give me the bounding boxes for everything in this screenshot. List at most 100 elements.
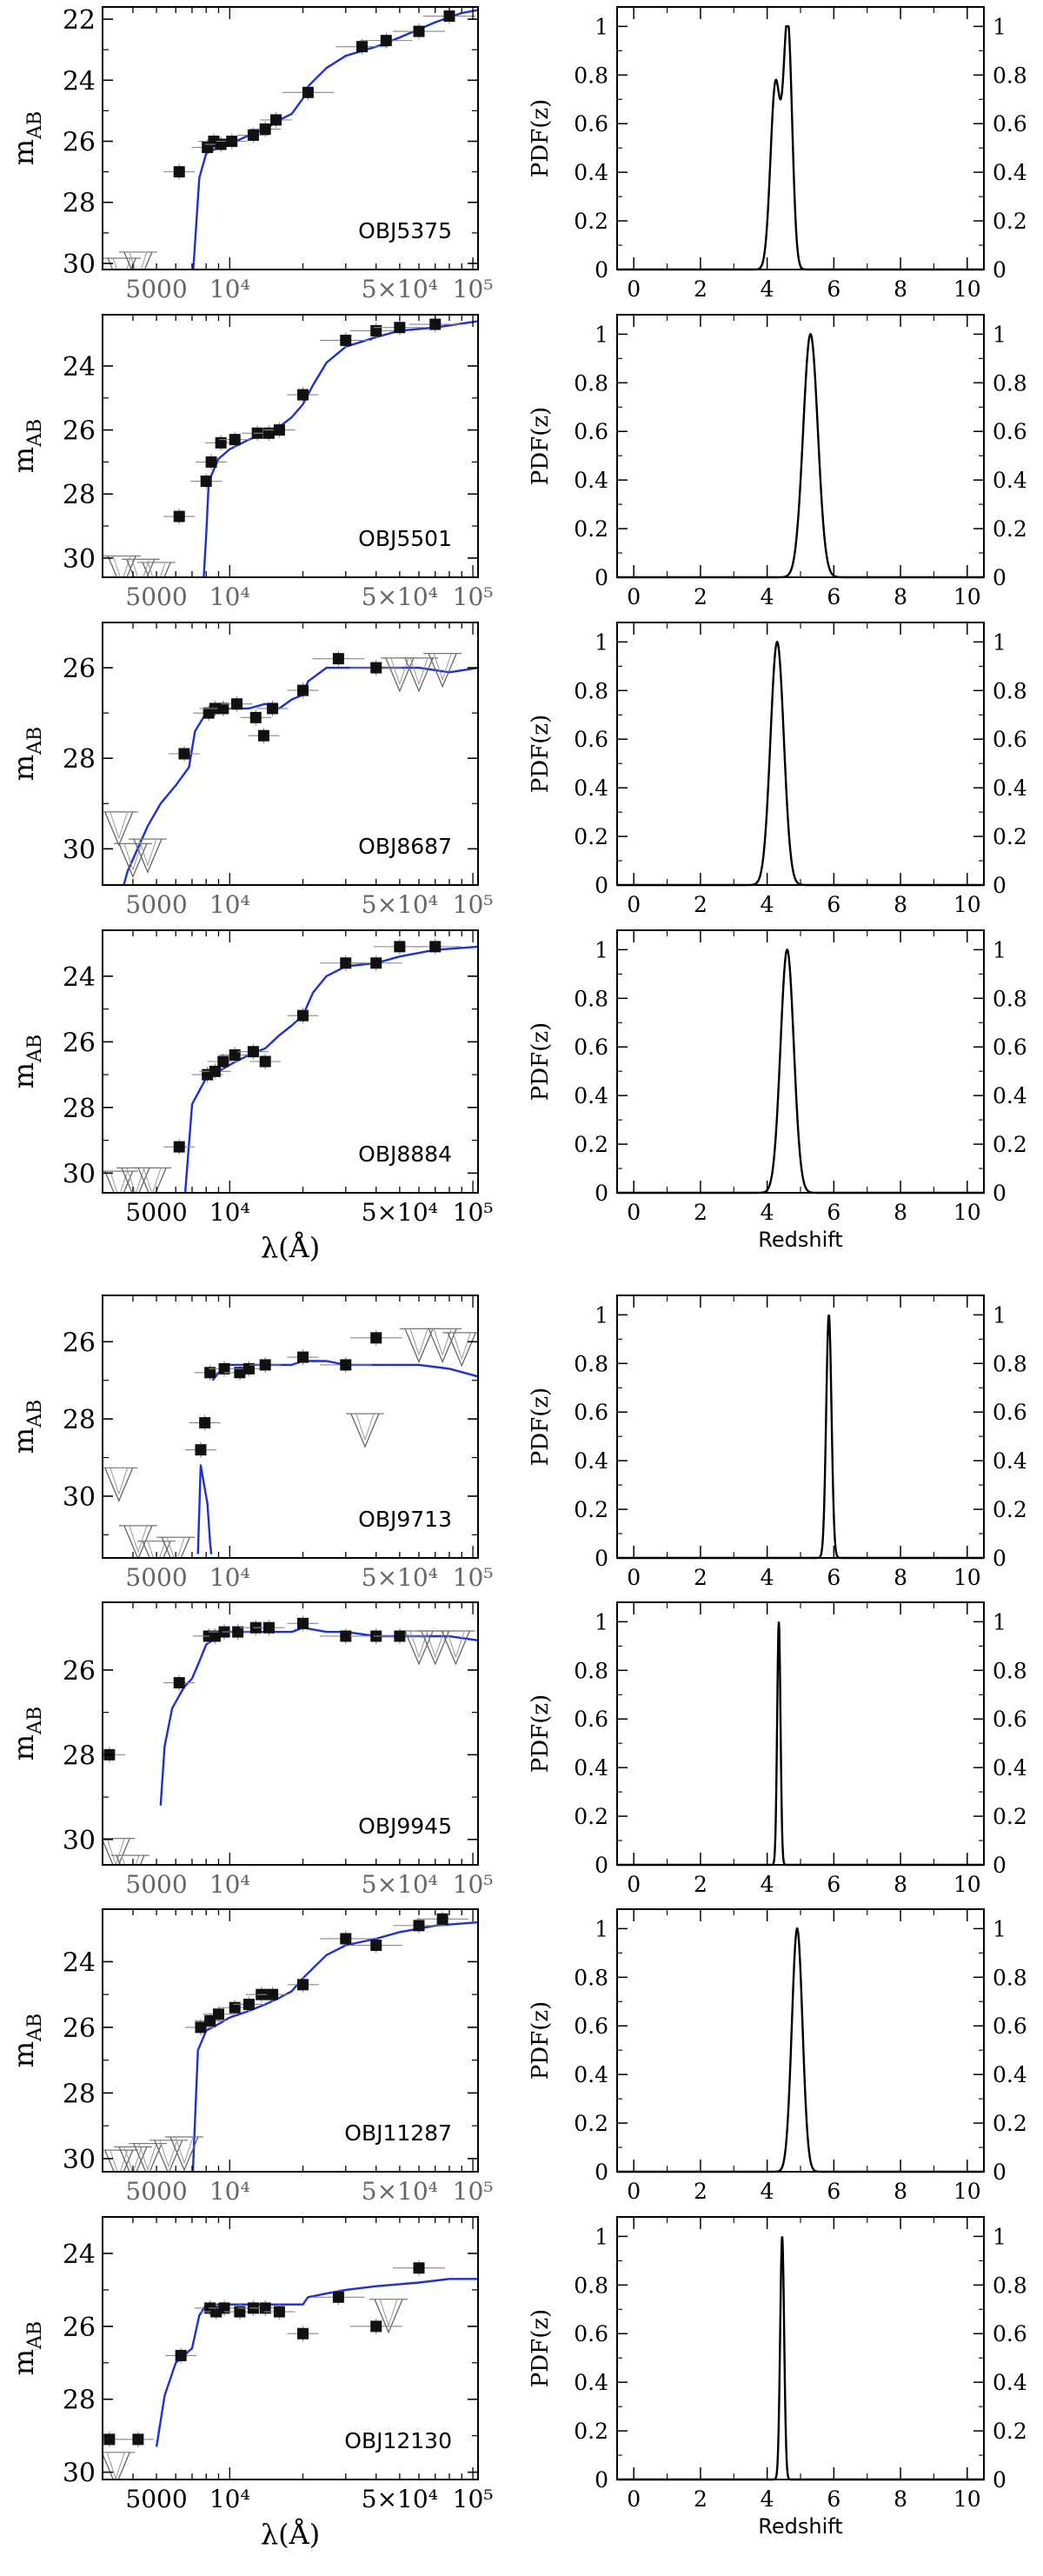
y-tick-label: 26 [63,1328,96,1358]
object-label: OBJ12130 [344,2428,452,2453]
x-tick-label: 4 [761,276,774,302]
y-tick-label-right: 0.4 [993,1083,1027,1108]
y-tick-label-left: 0.4 [574,160,608,185]
x-tick-label: 10 [953,1872,981,1897]
y-tick-label-left: 1 [595,1916,608,1941]
y-tick-label-right: 1 [993,1302,1006,1328]
pdf-curve [617,1315,984,1560]
y-tick-label: 30 [63,1159,96,1189]
x-tick-label: 4 [761,892,774,917]
x-tick-label: 10⁴ [209,2485,250,2513]
ylabel-sub: AB [24,111,46,140]
x-tick-label: 10⁴ [209,582,250,611]
upper-limit-marker [345,1413,384,1448]
y-tick-label-left: 0.6 [574,1400,608,1425]
upper-limit-marker [149,2140,188,2172]
photometry-point [194,1364,226,1381]
x-tick-label: 10⁵ [453,1198,494,1227]
upper-limit-marker [156,1536,196,1558]
pdf-frame [616,622,985,886]
x-tick-label: 2 [694,2179,708,2204]
sed-plot-area [103,1328,478,1558]
ylabel-main: m [7,447,40,473]
y-tick-label-left: 0.6 [574,1707,608,1732]
ylabel-sub: AB [24,2321,46,2350]
y-tick-label-right: 0.4 [993,1755,1027,1781]
y-tick-label-left: 0.6 [574,2014,608,2039]
y-tick-label-right: 0.2 [993,824,1027,849]
pdf-panel-obj11287: 0 00.2 0.20.4 0.40.6 0.60.8 0.81 10 2 4 6 8 10PDF(z… [528,1908,1027,2204]
x-tick-label: 4 [761,1565,774,1590]
photometry-point [168,746,200,762]
x-tick-label: 5×10⁴ [362,1870,438,1899]
object-label: OBJ9713 [358,1507,452,1532]
y-tick-label-left: 0.4 [574,1755,608,1781]
pdf-curve [617,332,984,579]
photometry-point [184,2019,216,2035]
y-tick-label-right: 0.6 [993,2321,1027,2346]
ylabel-sub: AB [24,2014,46,2042]
y-tick-label-right: 0.2 [993,1497,1027,1522]
photometry-point [221,696,253,712]
ylabel-sub: AB [24,1035,46,1063]
x-tick-label: 6 [827,1565,840,1590]
photometry-point [196,454,228,470]
y-tick-label-left: 0.2 [574,1132,608,1157]
x-tick-label: 10⁵ [453,2177,494,2206]
x-tick-label: 5000 [125,275,187,303]
y-tick-label: 24 [63,1947,96,1978]
pdf-x-axis-label: Redshift [758,1228,842,1252]
y-tick-label-right: 1 [993,2224,1006,2249]
y-tick-label: 30 [63,544,96,575]
x-tick-label: 5×10⁴ [362,890,438,919]
y-tick-label: 26 [63,2313,96,2343]
x-tick-label: 2 [694,276,708,302]
x-tick-label: 5000 [125,582,187,611]
pdf-panel-obj8884: 0 00.2 0.20.4 0.40.6 0.60.8 0.81 10 2 4 6 8 10PDF(z… [528,929,1027,1252]
sed-model-line [155,2278,478,2447]
object-label: OBJ8687 [358,834,452,859]
sed-y-axis-label: mAB [7,111,46,165]
x-tick-label: 10 [953,2486,981,2512]
sed-frame [102,2216,479,2480]
x-tick-label: 10⁵ [453,1870,494,1899]
sed-panel-obj8687: 26 28 30 5000 10⁴ 5×10⁴ 10⁵ OBJ8687 mAB [7,622,494,919]
upper-limit-marker [103,555,142,577]
y-tick-label-right: 0 [993,257,1006,283]
y-tick-label-left: 0.8 [574,1351,608,1376]
photometry-point [203,2006,235,2022]
object-label: OBJ5375 [358,218,452,243]
y-tick-label-right: 1 [993,937,1006,962]
ylabel-main: m [7,1428,40,1454]
x-tick-label: 10 [953,892,981,917]
x-tick-label: 0 [627,892,641,917]
sed-frame [102,1295,479,1559]
pdf-y-axis-label: PDF(z) [528,99,554,177]
upper-limit-marker [113,842,152,879]
pdf-frame [616,6,985,270]
x-tick-label: 8 [894,584,907,609]
pdf-y-axis-label: PDF(z) [528,407,554,485]
x-tick-label: 10 [953,2179,981,2204]
pdf-y-axis-label: PDF(z) [528,1694,554,1773]
y-tick-label: 22 [63,5,96,36]
ylabel-main: m [7,2349,40,2375]
y-tick-label: 26 [63,128,96,158]
y-tick-label: 24 [63,66,96,97]
photometry-point [163,1139,196,1155]
y-tick-label-left: 0.4 [574,2062,608,2087]
photometry-point [233,1996,265,2013]
y-tick-label-left: 0.8 [574,63,608,88]
pdf-curve [617,640,984,887]
photometry-point [287,682,319,699]
ylabel-sub: AB [24,1400,46,1428]
upper-limit-marker [442,1332,478,1368]
y-tick-label: 24 [63,352,96,383]
photometry-point [319,1930,372,1947]
ylabel-main: m [7,139,40,165]
x-tick-label: 0 [627,2179,641,2204]
y-tick-label-left: 0.8 [574,986,608,1011]
y-tick-label-right: 0.4 [993,2062,1027,2087]
photometry-point [260,111,292,128]
